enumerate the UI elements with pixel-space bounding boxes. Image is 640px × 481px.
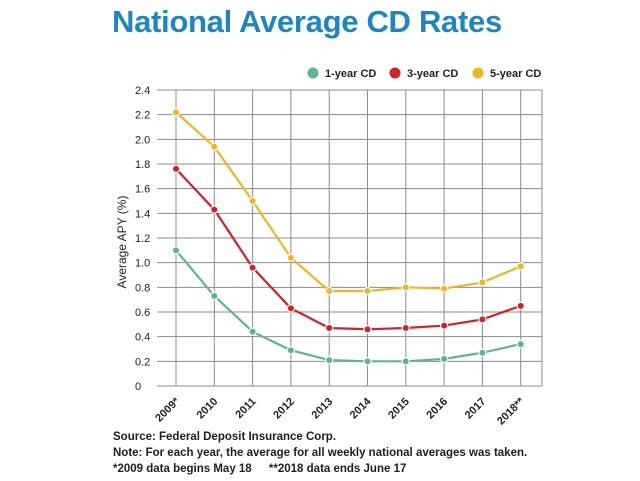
x-tick-label-5: 2014 (348, 395, 374, 421)
method-note: Note: For each year, the average for all… (113, 447, 528, 459)
series-2-point-2 (248, 196, 257, 206)
x-tick-label-7: 2016 (424, 396, 450, 422)
footnotes: *2009 data begins May 18 **2018 data end… (113, 463, 406, 475)
y-tick-label-10: 2.0 (135, 134, 150, 146)
series-1-point-7 (439, 321, 449, 330)
series-2-point-4 (325, 286, 334, 296)
y-tick-label-4: 0.8 (135, 282, 150, 294)
series-2-point-1 (210, 142, 219, 151)
series-line-1 (175, 168, 522, 331)
series-2-point-0 (171, 107, 181, 117)
y-tick-label-2: 0.4 (135, 332, 150, 344)
x-tick-label-9: 2018** (495, 395, 527, 427)
series-0-point-9 (516, 339, 525, 349)
series-0-point-1 (210, 291, 219, 301)
y-tick-label-6: 1.2 (135, 233, 150, 245)
line-chart: 0 0.2 0.4 0.6 0.8 1.0 1.2 1.4 1.6 1.8 2.0 2.2 2.4 20… (115, 67, 543, 427)
series-1-point-0 (171, 164, 181, 174)
chart-title: National Average CD Rates (112, 4, 502, 39)
series-0 (171, 246, 525, 366)
x-tick-label-3: 2012 (271, 396, 297, 422)
x-tick-label-1: 2010 (195, 396, 221, 422)
series-1-point-6 (401, 323, 410, 333)
legend-swatch-1 (389, 67, 401, 79)
y-tick-label-8: 1.6 (135, 184, 150, 196)
y-tick-label-3: 0.6 (135, 307, 150, 319)
series-0-point-6 (401, 357, 410, 366)
series-1 (171, 164, 525, 334)
series-2-point-6 (401, 283, 410, 292)
y-tick-label-5: 1.0 (135, 258, 150, 270)
y-tick-label-0: 0 (135, 381, 141, 393)
series-1-point-4 (325, 323, 334, 333)
chart-series (171, 107, 525, 366)
x-tick-label-2: 2011 (233, 396, 258, 421)
y-tick-label-11: 2.2 (135, 110, 150, 122)
y-axis-ticks: 0 0.2 0.4 0.6 0.8 1.0 1.2 1.4 1.6 1.8 2.0 2.2 2.4 (135, 85, 150, 393)
legend-label-1: 3-year CD (407, 68, 458, 80)
series-line-2 (175, 111, 522, 293)
legend-label-2: 5-year CD (490, 68, 541, 80)
series-2-point-3 (286, 253, 296, 262)
footnote-2018: **2018 data ends June 17 (268, 463, 407, 475)
series-1-point-8 (478, 315, 487, 324)
x-tick-label-8: 2017 (463, 396, 489, 422)
series-2-point-8 (478, 278, 487, 287)
x-tick-label-6: 2015 (386, 396, 412, 422)
x-tick-label-4: 2013 (310, 396, 336, 422)
y-axis-label: Average APY (%) (115, 196, 129, 289)
series-2-point-7 (439, 284, 449, 293)
y-tick-label-1: 0.2 (135, 356, 150, 368)
source-note: Source: Federal Deposit Insurance Corp. (113, 431, 337, 443)
x-axis-ticks: 2009* 2010 2011 2012 2013 2014 2015 2016 2017 201… (153, 395, 527, 427)
series-1-point-2 (248, 263, 257, 272)
series-0-point-2 (248, 327, 257, 336)
series-1-point-1 (210, 205, 219, 214)
footnote-2009: *2009 data begins May 18 (113, 463, 252, 475)
series-0-point-7 (439, 354, 449, 364)
y-tick-label-9: 1.8 (135, 159, 150, 171)
series-2-point-9 (516, 262, 525, 271)
series-0-point-0 (171, 246, 181, 255)
legend-swatch-0 (307, 67, 319, 79)
x-tick-label-0: 2009* (153, 395, 182, 424)
series-1-point-5 (363, 325, 372, 334)
series-2-point-5 (363, 286, 372, 296)
series-0-point-8 (478, 348, 487, 357)
legend-label-0: 1-year CD (325, 68, 376, 80)
series-line-0 (175, 249, 521, 363)
chart-legend: 1-year CD 3-year CD 5-year CD (307, 67, 541, 80)
series-0-point-4 (325, 355, 334, 365)
series-0-point-3 (286, 346, 296, 355)
series-1-point-9 (516, 301, 525, 311)
y-tick-label-12: 2.4 (135, 85, 150, 97)
chart-grid (157, 89, 543, 387)
legend-swatch-2 (472, 67, 484, 79)
series-1-point-3 (286, 304, 296, 313)
series-0-point-5 (363, 357, 372, 366)
series-2 (171, 107, 525, 296)
y-tick-label-7: 1.4 (135, 208, 150, 220)
